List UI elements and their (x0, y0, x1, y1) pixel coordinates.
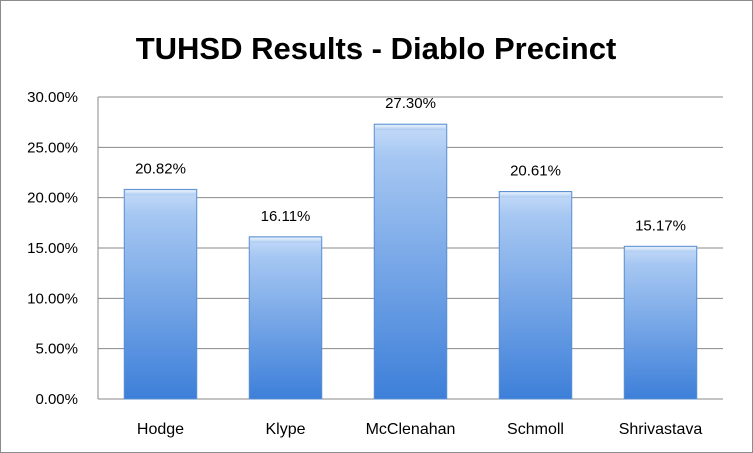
y-tick-label: 20.00% (27, 190, 78, 207)
data-label: 20.61% (510, 163, 561, 180)
bar (123, 188, 198, 400)
data-label: 20.82% (135, 160, 186, 177)
category-label: Shrivastava (619, 421, 703, 438)
data-label: 15.17% (635, 217, 686, 234)
y-tick-label: 30.00% (27, 89, 78, 106)
category-label: Hodge (137, 421, 184, 438)
bar-highlight (125, 190, 196, 196)
data-label: 27.30% (385, 95, 436, 112)
category-label: McClenahan (366, 421, 456, 438)
data-labels: 20.82% 16.11% 27.30% 20.61% 15.17% (135, 95, 686, 234)
category-labels: Hodge Klype McClenahan Schmoll Shrivastava (137, 421, 702, 438)
y-tick-label: 25.00% (27, 139, 78, 156)
y-tick-label: 0.00% (35, 391, 78, 408)
chart-title: TUHSD Results - Diablo Precinct (136, 31, 617, 66)
bar (248, 236, 323, 400)
y-tick-label: 5.00% (35, 341, 78, 358)
bar-highlight (375, 125, 446, 131)
category-label: Schmoll (507, 421, 564, 438)
bar (498, 191, 573, 400)
y-tick-label: 15.00% (27, 240, 78, 257)
data-label: 16.11% (261, 208, 311, 225)
bar (373, 123, 448, 400)
y-tick-label: 10.00% (27, 290, 78, 307)
bars (123, 123, 698, 400)
y-axis-ticks: 0.00% 5.00% 10.00% 15.00% 20.00% 25.00% 30.00% (27, 89, 78, 408)
bar-highlight (250, 237, 321, 243)
bar-highlight (500, 192, 571, 198)
bar (623, 245, 698, 400)
category-label: Klype (265, 421, 305, 438)
bar-highlight (625, 247, 696, 253)
